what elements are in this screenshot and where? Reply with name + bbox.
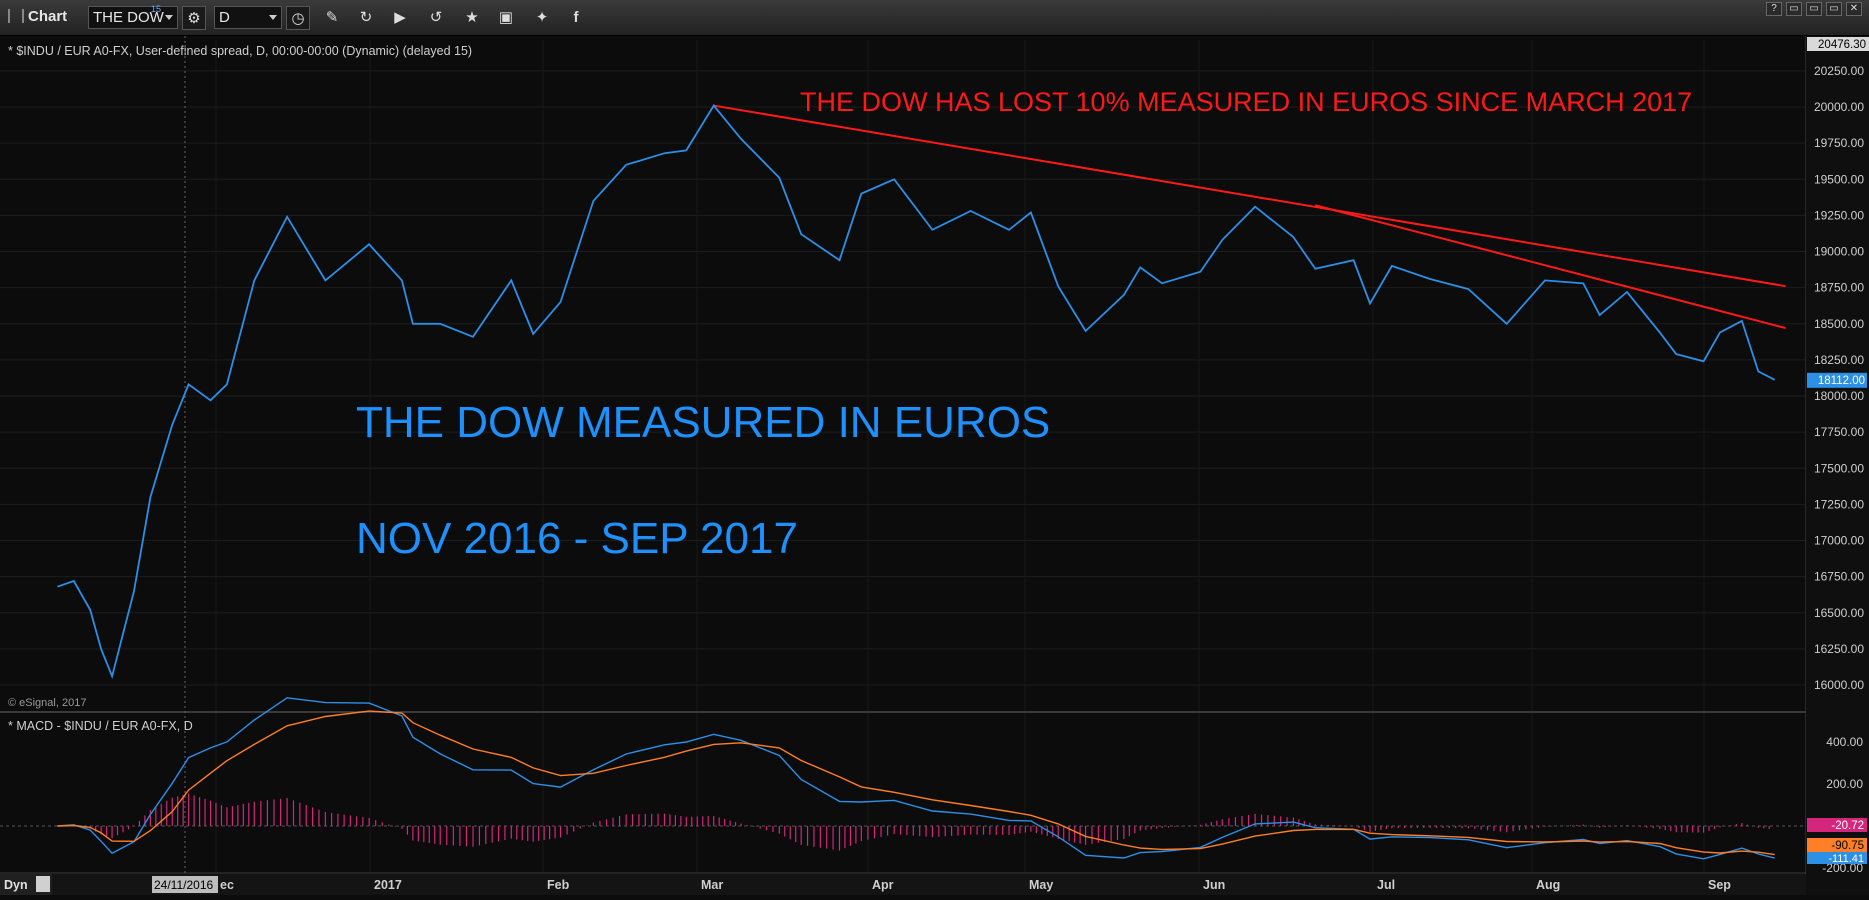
price-tick-label: 19000.00 [1814, 245, 1864, 259]
twitter-icon[interactable]: ✦ [535, 9, 549, 26]
chevron-down-icon[interactable] [165, 15, 173, 20]
symbol-value: THE DOW [93, 9, 164, 26]
price-tick-label: 18500.00 [1814, 317, 1864, 331]
chart-background [0, 36, 1869, 895]
comment-icon[interactable]: ▣ [498, 9, 514, 26]
maximize-button[interactable]: ▭ [1826, 2, 1842, 16]
signal-value-badge [1807, 838, 1867, 852]
price-tick-label: 17250.00 [1814, 497, 1864, 511]
macd-tick: 200.00 [1826, 777, 1863, 791]
price-tick-label: 18250.00 [1814, 353, 1864, 367]
delay-badge: 15 [151, 4, 162, 14]
price-tick-label: 18000.00 [1814, 389, 1864, 403]
macd-histogram [0, 793, 1806, 851]
zoom-icon[interactable] [36, 876, 50, 892]
trendline[interactable] [1315, 204, 1786, 330]
tag-icon[interactable]: ★ [465, 9, 479, 26]
help-button[interactable]: ? [1766, 2, 1782, 16]
signal-value-label: -90.75 [1831, 840, 1864, 852]
interval-input[interactable]: D [214, 6, 282, 29]
app-label[interactable]: Chart [8, 8, 67, 25]
top-price-badge [1807, 37, 1869, 51]
minimize-button[interactable]: ▭ [1806, 2, 1822, 16]
macd-value-badge [1807, 818, 1867, 832]
chart-area[interactable]: * $INDU / EUR A0-FX, User-defined spread… [0, 36, 1869, 895]
last-price-label: 18112.00 [1818, 375, 1865, 387]
time-label: ec [220, 878, 234, 892]
price-ticks: 20250.00 20000.00 19750.00 19500.00 19250.00… [1814, 64, 1864, 692]
price-axis[interactable] [1806, 36, 1869, 895]
time-label: Aug [1536, 878, 1560, 892]
annotation-daterange: NOV 2016 - SEP 2017 [356, 514, 798, 563]
annotation-title: THE DOW MEASURED IN EUROS [356, 398, 1050, 447]
price-tick-label: 16500.00 [1814, 606, 1864, 620]
price-tick-label: 20250.00 [1814, 64, 1864, 78]
facebook-icon[interactable]: f [573, 9, 579, 26]
cursor-date-label: 24/11/2016 [154, 878, 213, 892]
draw-pencil-icon[interactable]: ✎ [325, 9, 339, 26]
hist-value-label: -111.41 [1828, 853, 1864, 865]
last-price-badge [1807, 372, 1867, 388]
time-label: May [1029, 878, 1053, 892]
gridlines [0, 40, 1806, 873]
price-tick-label: 17750.00 [1814, 425, 1864, 439]
time-label: Apr [872, 878, 894, 892]
restore-button[interactable]: ▭ [1786, 2, 1802, 16]
price-tick-label: 20000.00 [1814, 100, 1864, 114]
macd-signal-line [57, 710, 1775, 856]
cursor-date-badge [152, 876, 218, 893]
price-tick-label: 17000.00 [1814, 534, 1864, 548]
play-icon[interactable]: ▶ [394, 9, 406, 26]
trendline[interactable] [713, 104, 1786, 288]
price-tick-label: 18750.00 [1814, 281, 1864, 295]
price-tick-label: 16750.00 [1814, 570, 1864, 584]
chart-toolbar: Chart THE DOW 15 ⚙ D ◷ ✎ ↻ ▶ ↺ ★ ▣ ✦ f ? … [0, 0, 1869, 36]
annotation-red: THE DOW HAS LOST 10% MEASURED IN EUROS S… [800, 87, 1692, 117]
grip-icon[interactable] [8, 9, 24, 23]
macd-pane-header: * MACD - $INDU / EUR A0-FX, D [8, 719, 193, 733]
price-tick-label: 19250.00 [1814, 208, 1864, 222]
price-tick-label: 17500.00 [1814, 461, 1864, 475]
time-label: Mar [701, 878, 723, 892]
price-series-line [57, 104, 1776, 680]
top-price-label: 20476.30 [1818, 39, 1866, 51]
esignal-watermark: © eSignal, 2017 [8, 697, 86, 709]
replay-icon[interactable]: ↻ [359, 9, 373, 26]
trendlines [713, 104, 1786, 330]
dyn-button-label: Dyn [4, 878, 28, 892]
macd-line [57, 697, 1775, 860]
symbol-input[interactable]: THE DOW 15 [88, 4, 178, 29]
time-label: Jul [1377, 878, 1395, 892]
price-tick-label: 19750.00 [1814, 136, 1864, 150]
close-button[interactable]: ✕ [1846, 2, 1862, 16]
price-tick-label: 19500.00 [1814, 172, 1864, 186]
time-label: Jun [1203, 878, 1225, 892]
time-axis[interactable] [0, 874, 1806, 895]
link-icon[interactable]: ⚙ [182, 6, 206, 30]
interval-clock-icon[interactable]: ◷ [286, 6, 310, 30]
refresh-icon[interactable]: ↺ [429, 9, 443, 26]
interval-value: D [219, 9, 230, 26]
price-pane-header: * $INDU / EUR A0-FX, User-defined spread… [8, 44, 472, 58]
time-label: 2017 [374, 878, 402, 892]
chevron-down-icon[interactable] [269, 15, 277, 20]
macd-tick: 400.00 [1826, 735, 1863, 749]
time-label: Feb [547, 878, 570, 892]
hist-value-badge [1807, 852, 1867, 864]
macd-value-label: -20.72 [1831, 820, 1864, 832]
app-title: Chart [28, 8, 68, 25]
time-label: Sep [1708, 878, 1731, 892]
price-tick-label: 16250.00 [1814, 642, 1864, 656]
chart-svg[interactable]: * $INDU / EUR A0-FX, User-defined spread… [0, 36, 1869, 895]
price-tick-label: 16000.00 [1814, 678, 1864, 692]
macd-tick: -200.00 [1822, 861, 1863, 875]
